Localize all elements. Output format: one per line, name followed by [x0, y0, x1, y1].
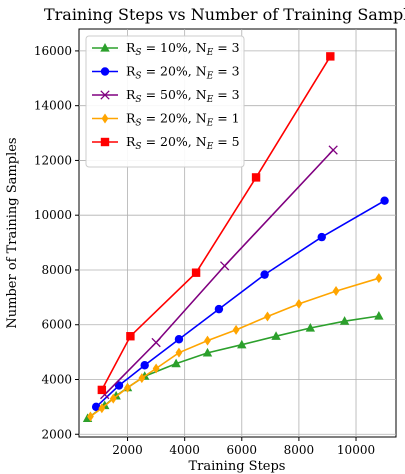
data-point	[175, 347, 183, 358]
data-point	[328, 145, 338, 155]
x-axis-label: Training Steps	[189, 459, 286, 474]
data-point	[152, 363, 160, 374]
legend-item: RS = 20%, NE = 3	[92, 64, 240, 82]
y-axis-label: Number of Training Samples	[5, 137, 20, 328]
series-group	[82, 52, 389, 422]
data-point	[295, 298, 303, 309]
data-point	[100, 137, 110, 147]
data-point	[305, 323, 316, 332]
data-point	[317, 232, 326, 242]
data-point	[171, 358, 181, 368]
legend-item: RS = 10%, NE = 3	[92, 40, 240, 58]
data-point	[100, 67, 110, 76]
legend: RS = 10%, NE = 3 RS = 20%, NE = 3 RS = 50%…	[85, 35, 245, 168]
data-point	[91, 402, 101, 412]
series-line	[89, 277, 380, 418]
x-tick-label: 10000	[337, 443, 375, 457]
data-point	[100, 43, 110, 52]
data-point	[232, 324, 240, 335]
legend-item: RS = 20%, NE = 1	[92, 111, 240, 129]
y-tick-label: 4000	[41, 372, 72, 386]
legend-label: RS = 20%, NE = 5	[126, 134, 240, 152]
series-2	[91, 196, 389, 412]
data-point	[87, 411, 94, 422]
data-point	[339, 316, 350, 325]
x-tick-label: 2000	[112, 443, 143, 457]
data-point	[264, 311, 271, 322]
x-tick-label: 4000	[169, 443, 200, 457]
data-point	[214, 304, 224, 314]
data-point	[126, 332, 135, 341]
y-tick-label: 6000	[41, 318, 72, 332]
series-3	[100, 145, 338, 400]
data-point	[332, 286, 340, 297]
x-tick-label: 6000	[227, 443, 258, 457]
axis-ticks: 2000 4000 6000 8000 10000 2000 4000 6000 8000 100…	[34, 44, 375, 457]
data-point	[202, 347, 213, 357]
data-point	[271, 331, 281, 340]
data-point	[138, 373, 146, 384]
data-point	[380, 196, 389, 205]
series-4	[87, 273, 383, 422]
plot-area	[78, 28, 397, 438]
y-tick-label: 2000	[41, 427, 72, 441]
y-tick-label: 10000	[34, 208, 72, 222]
data-point	[101, 113, 109, 124]
data-point	[219, 261, 230, 271]
data-point	[97, 385, 107, 395]
series-line	[95, 200, 386, 408]
legend-item: RS = 50%, NE = 3	[92, 87, 240, 105]
data-point	[109, 393, 117, 404]
y-tick-label: 12000	[34, 153, 72, 167]
data-point	[124, 382, 131, 393]
legend-label: RS = 10%, NE = 3	[126, 40, 240, 58]
data-point	[114, 381, 124, 390]
legend-box	[85, 35, 245, 168]
data-point	[174, 335, 184, 344]
data-point	[260, 270, 269, 279]
legend-label: RS = 20%, NE = 1	[126, 111, 240, 129]
x-tick-label: 8000	[284, 443, 315, 457]
data-point	[251, 173, 261, 182]
data-point	[375, 273, 383, 284]
legend-item: RS = 20%, NE = 5	[92, 134, 240, 152]
data-point	[100, 90, 110, 100]
data-point	[237, 339, 247, 349]
legend-label: RS = 50%, NE = 3	[126, 87, 240, 105]
data-point	[151, 337, 161, 348]
y-tick-label: 14000	[34, 99, 72, 113]
legend-label: RS = 20%, NE = 3	[126, 64, 240, 82]
y-tick-label: 16000	[34, 44, 72, 58]
data-point	[140, 361, 149, 370]
data-point	[204, 335, 211, 346]
data-point	[374, 310, 384, 320]
chart-title: Training Steps vs Number of Training Sam…	[44, 5, 405, 24]
data-point	[191, 268, 201, 277]
series-5	[97, 52, 335, 395]
y-tick-label: 8000	[41, 263, 72, 277]
series-1	[82, 310, 384, 422]
data-point	[98, 403, 106, 414]
data-point	[326, 52, 335, 61]
series-line	[104, 149, 334, 396]
